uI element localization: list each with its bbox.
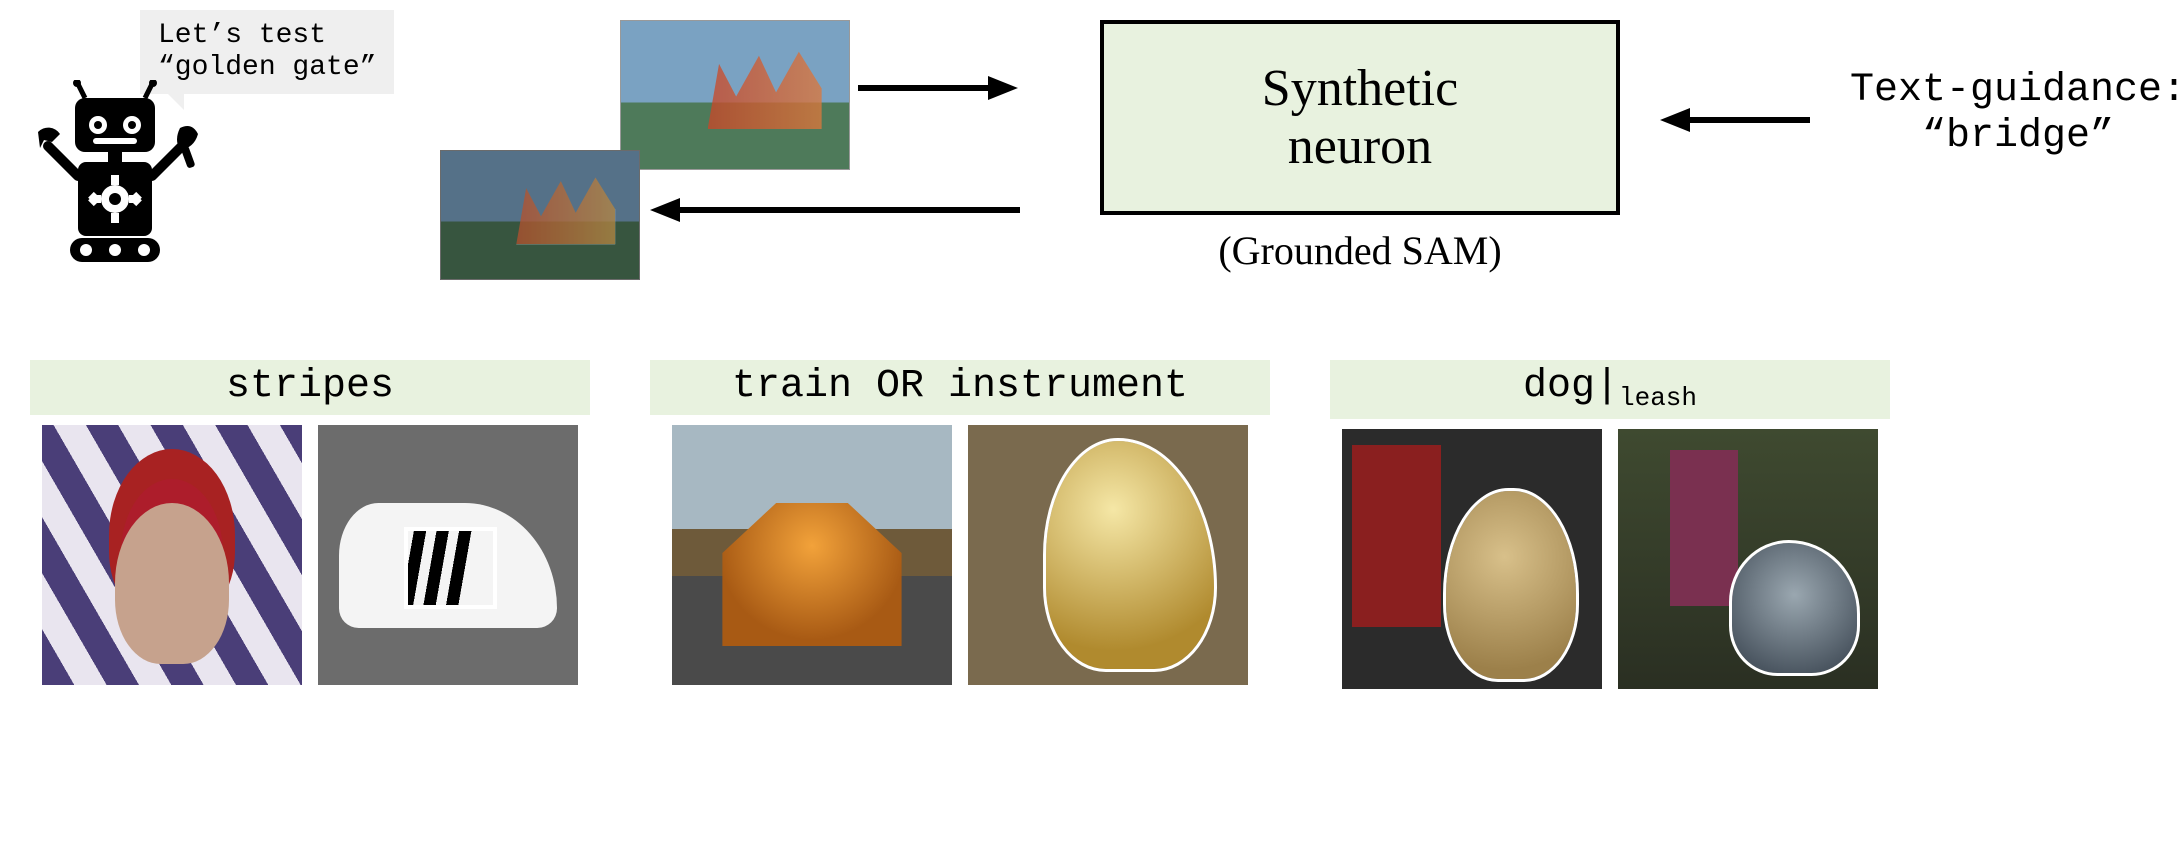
speech-line2: “golden gate” <box>158 52 376 83</box>
pipeline-row: Let’s test “golden gate” <box>30 20 2149 320</box>
text-guidance: Text-guidance: “bridge” <box>1850 68 2179 160</box>
tile-train <box>672 425 952 685</box>
guidance-line2: “bridge” <box>1922 114 2114 159</box>
guidance-line1: Text-guidance: <box>1850 68 2179 113</box>
io-thumbnails <box>440 20 870 290</box>
tile-dog-sitting <box>1342 429 1602 689</box>
arrow-guidance-to-neuron <box>1660 100 1810 140</box>
tile-stripes-umbrella <box>42 425 302 685</box>
speech-line1: Let’s test <box>158 20 326 51</box>
arrow-in-to-neuron <box>858 68 1018 108</box>
input-image <box>620 20 850 170</box>
group-stripes: stripes <box>30 360 590 689</box>
pair-dog-leash <box>1342 429 1878 689</box>
neuron-line2: neuron <box>1288 118 1432 175</box>
pair-stripes <box>42 425 578 685</box>
examples-row: stripes train OR instrument dog|leash <box>30 360 2149 689</box>
synthetic-neuron-box: Synthetic neuron <box>1100 20 1620 215</box>
group-label-dog-sub: leash <box>1619 383 1697 413</box>
group-train-instrument: train OR instrument <box>650 360 1270 689</box>
robot-icon <box>30 80 200 285</box>
neuron-line1: Synthetic <box>1262 60 1458 117</box>
group-label-dog-main: dog| <box>1523 364 1619 409</box>
group-label-dog-leash: dog|leash <box>1330 360 1890 419</box>
tile-dog-walking <box>1618 429 1878 689</box>
arrow-neuron-to-out <box>650 190 1020 230</box>
grounded-sam-caption: (Grounded SAM) <box>1218 227 1501 274</box>
group-dog-leash: dog|leash <box>1330 360 1890 689</box>
group-label-train-instrument: train OR instrument <box>650 360 1270 415</box>
arrow-guidance-wrap <box>1660 100 1810 145</box>
group-label-stripes: stripes <box>30 360 590 415</box>
tile-instrument-tuba <box>968 425 1248 685</box>
tile-stripes-shoe <box>318 425 578 685</box>
neuron-column: Synthetic neuron (Grounded SAM) <box>1100 20 1620 274</box>
output-image <box>440 150 640 280</box>
pair-train-instrument <box>672 425 1248 685</box>
